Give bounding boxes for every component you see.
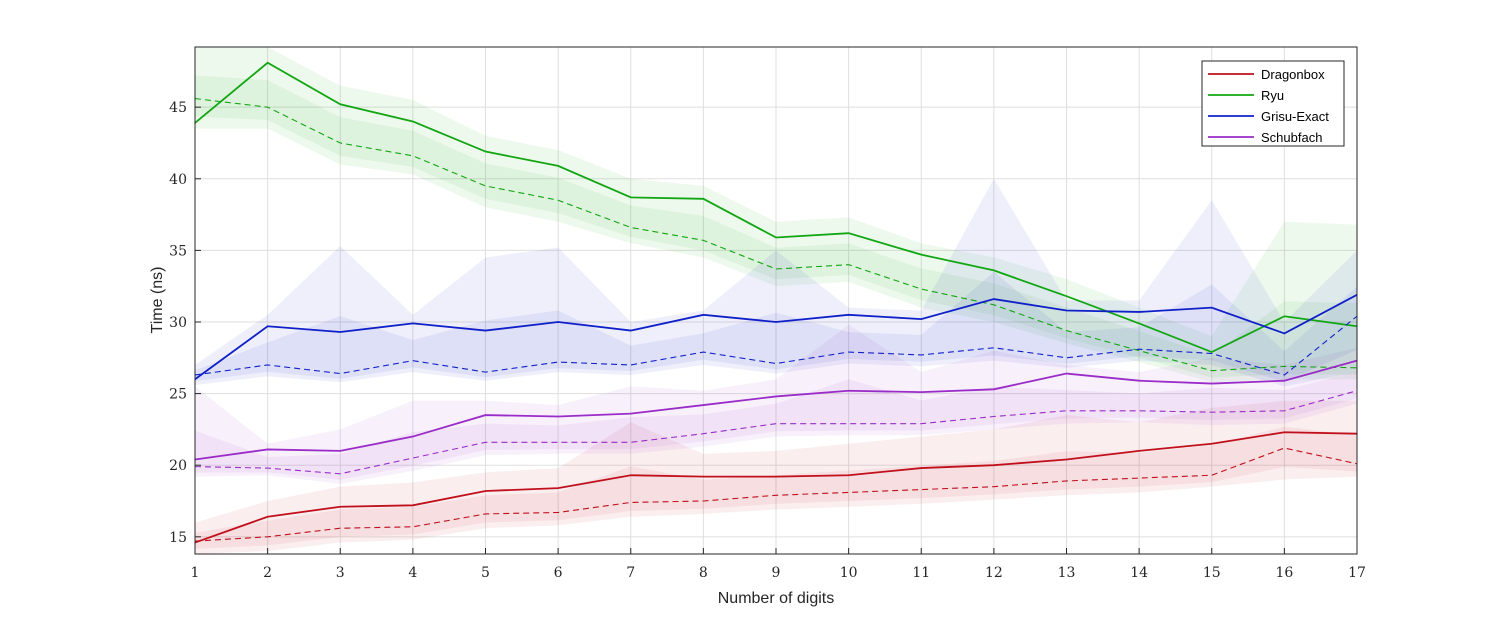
y-tick-label: 35	[169, 243, 187, 259]
x-tick-label: 3	[336, 565, 345, 581]
y-tick-label: 25	[169, 387, 187, 403]
ryu-band-inner	[195, 75, 1357, 378]
y-tick-label: 40	[169, 172, 187, 188]
y-axis-title: Time (ns)	[149, 267, 166, 334]
grisu-exact-median-line	[194, 315, 1358, 376]
x-tick-label: 9	[772, 565, 781, 581]
x-tick-label: 4	[408, 565, 417, 581]
x-tick-label: 12	[985, 565, 1003, 581]
schubfach-line	[194, 359, 1358, 461]
schubfach-median-line	[194, 390, 1358, 475]
line-layer	[194, 61, 1358, 544]
x-tick-label: 13	[1058, 565, 1076, 581]
x-tick-label: 14	[1130, 565, 1148, 581]
grisu-exact-band-outer	[195, 178, 1357, 387]
ryu-band-outer	[195, 47, 1357, 383]
y-tick-label: 20	[169, 458, 187, 474]
x-tick-label: 5	[481, 565, 490, 581]
dragonbox-line	[194, 431, 1358, 544]
x-tick-label: 17	[1348, 565, 1366, 581]
y-tick-label: 30	[169, 315, 187, 331]
x-tick-label: 15	[1203, 565, 1221, 581]
legend-label-grisu-exact: Grisu-Exact	[1261, 109, 1329, 124]
ryu-median-line	[194, 98, 1358, 372]
x-tick-label: 8	[699, 565, 708, 581]
legend-label-schubfach: Schubfach	[1261, 130, 1322, 145]
legend-label-dragonbox: Dragonbox	[1261, 67, 1325, 82]
schubfach-band-inner	[195, 371, 1357, 480]
legend-label-ryu: Ryu	[1261, 88, 1284, 103]
grisu-exact-band-inner	[195, 271, 1357, 382]
dragonbox-band-inner	[195, 426, 1357, 549]
x-tick-label: 11	[912, 565, 930, 581]
grid-layer	[194, 47, 1358, 554]
ryu-line	[194, 61, 1358, 354]
y-tick-label: 45	[169, 100, 187, 116]
legend: Dragonbox Ryu Grisu-Exact Schubfach	[1201, 60, 1345, 147]
x-tick-label: 7	[626, 565, 635, 581]
x-tick-label: 16	[1275, 565, 1293, 581]
schubfach-band-outer	[195, 324, 1357, 484]
dragonbox-median-line	[194, 447, 1358, 542]
x-tick-label: 6	[554, 565, 563, 581]
x-tick-label: 1	[191, 565, 200, 581]
x-axis-title: Number of digits	[718, 590, 835, 607]
x-tick-label: 2	[263, 565, 272, 581]
y-tick-label: 15	[169, 530, 187, 546]
x-tick-label: 10	[840, 565, 858, 581]
legend-box	[1201, 60, 1345, 147]
grisu-exact-line	[194, 293, 1358, 380]
